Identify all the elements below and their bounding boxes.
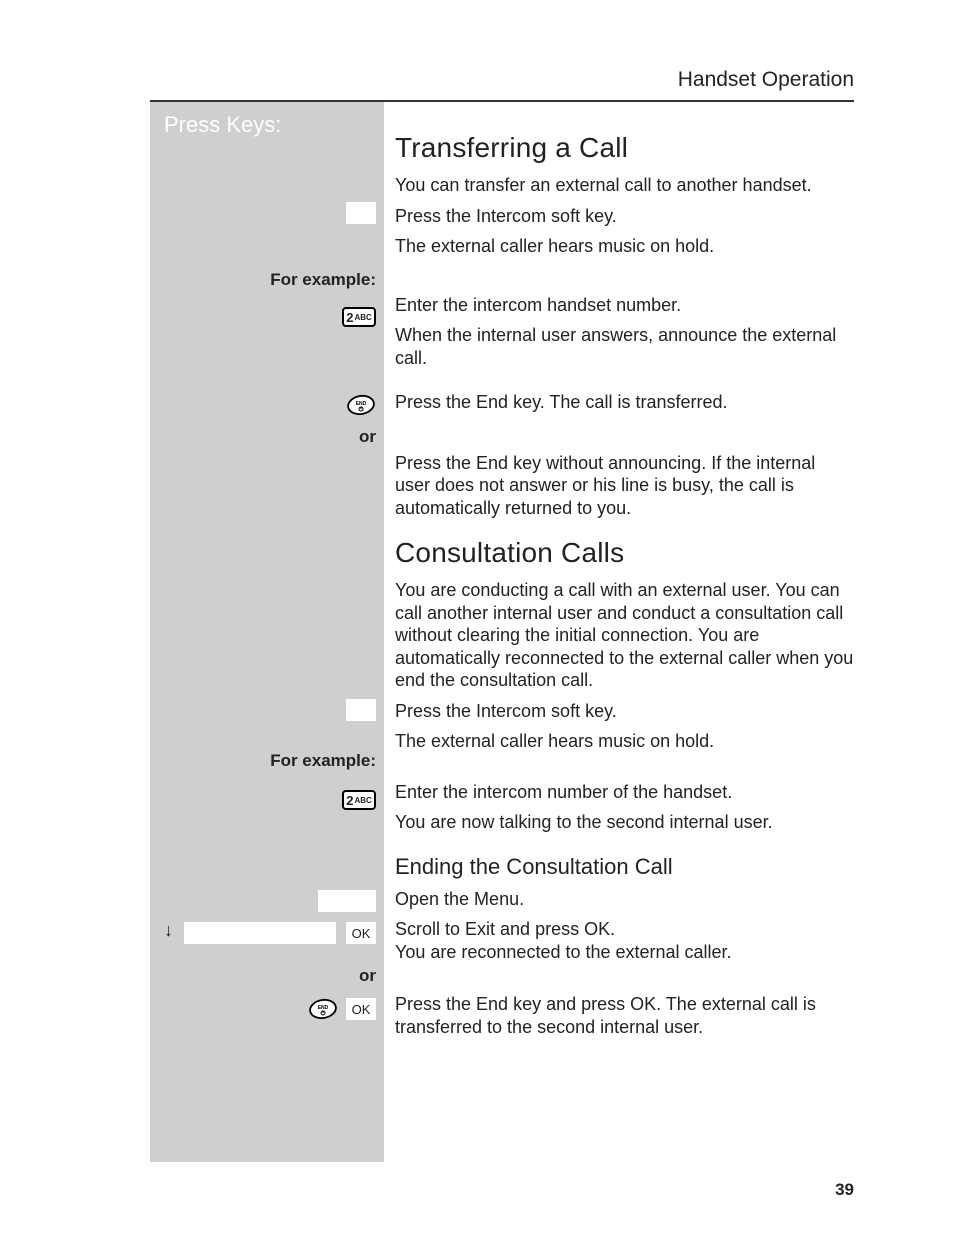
body-text: Enter the intercom handset number. <box>395 294 854 317</box>
end-key-icon: END <box>346 394 376 421</box>
body-text: The external caller hears music on hold. <box>395 730 854 753</box>
softkey-box-icon <box>346 699 376 721</box>
label-for-example: For example: <box>270 751 376 771</box>
running-header: Handset Operation <box>678 68 854 92</box>
key-2-digit: 2 <box>346 310 353 325</box>
menu-box-icon <box>318 890 376 912</box>
body-text: You are reconnected to the external call… <box>395 941 854 964</box>
svg-text:END: END <box>318 1005 329 1011</box>
softkey-box-icon <box>346 202 376 224</box>
body-text: Press the Intercom soft key. <box>395 205 854 228</box>
key-2-icon: 2ABC <box>342 790 376 810</box>
body-text: Press the End key and press OK. The exte… <box>395 993 854 1038</box>
page-number: 39 <box>835 1180 854 1200</box>
key-2-letters: ABC <box>354 796 371 805</box>
heading-transferring: Transferring a Call <box>395 132 854 164</box>
body-text: Scroll to Exit and press OK. <box>395 918 854 941</box>
key-2-digit: 2 <box>346 793 353 808</box>
ok-badge: OK <box>346 922 376 944</box>
ok-badge: OK <box>346 998 376 1020</box>
body-text: When the internal user answers, announce… <box>395 324 854 369</box>
scroll-box-icon <box>184 922 336 944</box>
page: Handset Operation Press Keys: For exampl… <box>0 0 954 1235</box>
content-column: Transferring a Call You can transfer an … <box>395 102 854 1046</box>
body-text: Press the End key without announcing. If… <box>395 452 854 520</box>
key-2-letters: ABC <box>354 313 371 322</box>
key-2-icon: 2ABC <box>342 307 376 327</box>
body-text: The external caller hears music on hold. <box>395 235 854 258</box>
body-text: Open the Menu. <box>395 888 854 911</box>
body-text: Enter the intercom number of the handset… <box>395 781 854 804</box>
body-text: You can transfer an external call to ano… <box>395 174 854 197</box>
body-text: You are conducting a call with an extern… <box>395 579 854 692</box>
heading-ending: Ending the Consultation Call <box>395 854 854 880</box>
label-for-example: For example: <box>270 270 376 290</box>
body-text: Press the Intercom soft key. <box>395 700 854 723</box>
body-text: You are now talking to the second intern… <box>395 811 854 834</box>
sidebar-title: Press Keys: <box>164 112 281 138</box>
label-or: or <box>359 427 376 447</box>
arrow-down-icon: ↓ <box>164 920 173 941</box>
heading-consultation: Consultation Calls <box>395 537 854 569</box>
label-or: or <box>359 966 376 986</box>
svg-text:END: END <box>356 401 367 407</box>
end-key-icon: END <box>308 998 338 1025</box>
body-text: Press the End key. The call is transferr… <box>395 391 854 414</box>
press-keys-sidebar: Press Keys: For example: 2ABC END or For… <box>150 102 384 1162</box>
